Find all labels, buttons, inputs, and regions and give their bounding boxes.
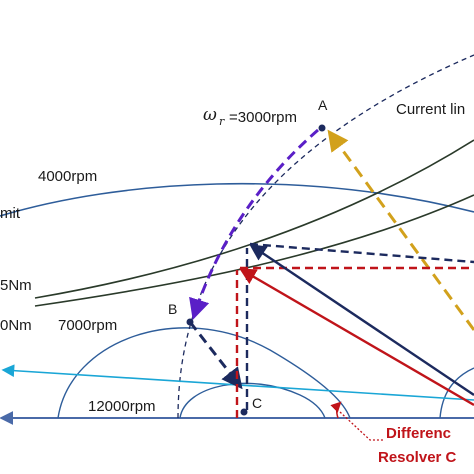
navy-dashed-horizontal [249, 242, 474, 264]
navy-current-vector [249, 244, 474, 396]
difference-note-line2: Resolver C [378, 449, 457, 466]
current-limit-label: Current lin [396, 101, 465, 118]
omega-value-label: =3000rpm [229, 109, 297, 126]
torque-curve-upper [34, 139, 474, 299]
red-current-vector [239, 268, 474, 407]
point-c-marker [240, 408, 248, 416]
limit-partial-label: mit [0, 205, 21, 222]
voltage-limit-7000rpm-curve [57, 327, 351, 419]
point-a-label: A [318, 97, 328, 113]
speed-4000-label: 4000rpm [38, 168, 97, 185]
cyan-reference-line [1, 364, 474, 401]
omega-symbol: ω [203, 105, 217, 125]
current-limit-circle [177, 54, 474, 419]
point-b-marker [186, 318, 194, 326]
speed-7000-label: 7000rpm [58, 317, 117, 334]
angle-arc [330, 401, 342, 419]
annotation-pointer [339, 411, 384, 441]
point-b-label: B [168, 301, 177, 317]
voltage-limit-4000rpm-curve [0, 182, 474, 217]
speed-12000-label: 12000rpm [88, 398, 156, 415]
gold-dashed-arrow [327, 129, 474, 331]
navy-dashed-b-to-c [188, 321, 243, 390]
point-a-marker [318, 124, 326, 132]
torque-curve-lower [34, 194, 474, 307]
omega-subscript: r [219, 115, 225, 128]
large-ellipse-right [439, 367, 474, 419]
difference-note-line1: Differenc [386, 425, 451, 442]
point-c-label: C [252, 395, 262, 411]
purple-trajectory-arrow [189, 128, 319, 321]
voltage-limit-12000rpm-curve [179, 382, 326, 419]
torque-label-1: 5Nm [0, 277, 32, 294]
torque-label-2: 0Nm [0, 317, 32, 334]
